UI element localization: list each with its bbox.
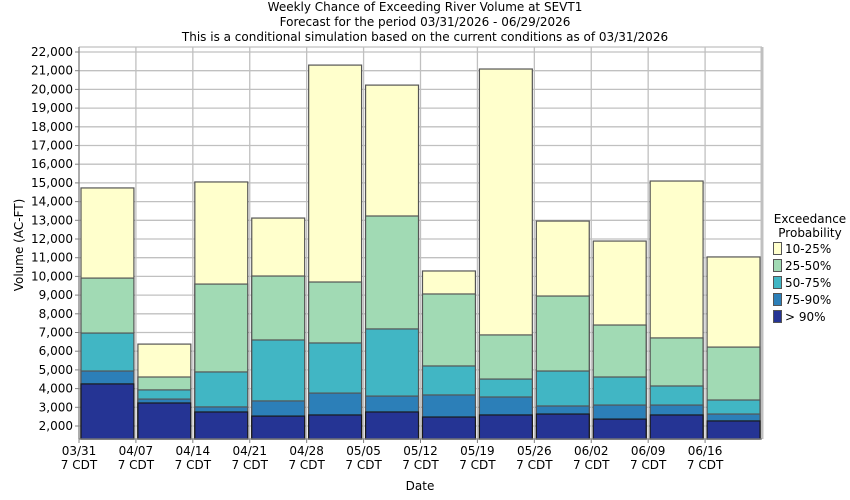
y-tick-label: 12,000 (31, 232, 73, 246)
legend-title-line2: Probability (778, 226, 842, 240)
y-tick-label: 11,000 (31, 251, 73, 265)
x-tick-sublabel: 7 CDT (516, 458, 553, 472)
y-tick-label: 5,000 (39, 363, 73, 377)
chart-title: Weekly Chance of Exceeding River Volume … (267, 0, 583, 14)
legend: Exceedance Probability 10-25% 25-50% 50-… (770, 212, 850, 325)
bar-segment-90 (706, 420, 761, 440)
legend-item-75-90: 75-90% (770, 291, 850, 308)
legend-label: 10-25% (785, 241, 832, 256)
x-tick-label: 04/14 (176, 444, 211, 458)
bar-segment-90 (308, 414, 363, 440)
bar-segment-90 (194, 411, 249, 440)
x-tick-label: 05/05 (346, 444, 381, 458)
legend-title-line1: Exceedance (773, 212, 847, 226)
x-tick-sublabel: 7 CDT (118, 458, 155, 472)
legend-swatch (773, 293, 782, 306)
axis-layer: 2,000 3,000 4,000 5,000 6,000 7,000 8,000 9,000… (31, 45, 762, 472)
x-tick-sublabel: 7 CDT (175, 458, 212, 472)
bar-segment-90 (421, 416, 477, 440)
x-tick-label: 05/26 (517, 444, 552, 458)
y-tick-label: 9,000 (39, 288, 73, 302)
chart-subtitle: Forecast for the period 03/31/2026 - 06/… (279, 15, 571, 29)
legend-label: 50-75% (785, 275, 832, 290)
bar-segment-90 (364, 411, 420, 440)
y-tick-label: 20,000 (31, 82, 73, 96)
chart-title-block: Weekly Chance of Exceeding River Volume … (0, 0, 850, 45)
grid-layer (79, 46, 764, 439)
x-tick-sublabel: 7 CDT (573, 458, 610, 472)
x-tick-label: 04/07 (119, 444, 154, 458)
bar-segment-90 (649, 414, 704, 440)
legend-item-10-25: 10-25% (770, 240, 850, 257)
x-tick-sublabel: 7 CDT (345, 458, 382, 472)
legend-swatch (773, 276, 782, 289)
x-tick-label: 04/21 (232, 444, 267, 458)
legend-label: 25-50% (785, 258, 832, 273)
y-tick-label: 3,000 (39, 400, 73, 414)
x-tick-label: 05/12 (403, 444, 438, 458)
x-tick-label: 06/09 (631, 444, 666, 458)
y-tick-label: 14,000 (31, 195, 73, 209)
legend-item-25-50: 25-50% (770, 257, 850, 274)
bar-segment-90 (137, 402, 192, 440)
x-tick-sublabel: 7 CDT (232, 458, 269, 472)
x-tick-sublabel: 7 CDT (402, 458, 439, 472)
bar-segment-90 (592, 418, 647, 440)
legend-item-50-75: 50-75% (770, 274, 850, 291)
x-tick-sublabel: 7 CDT (459, 458, 496, 472)
y-tick-label: 2,000 (39, 419, 73, 433)
x-tick-label: 06/16 (688, 444, 723, 458)
x-tick-label: 04/28 (289, 444, 324, 458)
x-tick-sublabel: 7 CDT (630, 458, 667, 472)
y-tick-label: 8,000 (39, 307, 73, 321)
bar-segment-90 (478, 414, 533, 440)
y-tick-label: 21,000 (31, 64, 73, 78)
x-tick-label: 05/19 (460, 444, 495, 458)
x-tick-label: 06/02 (574, 444, 609, 458)
bar-segment-90 (80, 383, 135, 440)
y-tick-label: 10,000 (31, 269, 73, 283)
x-tick-sublabel: 7 CDT (687, 458, 724, 472)
y-tick-label: 15,000 (31, 176, 73, 190)
y-tick-label: 18,000 (31, 120, 73, 134)
x-tick-label: 03/31 (62, 444, 97, 458)
x-axis-label: Date (406, 479, 435, 493)
y-tick-label: 22,000 (31, 45, 73, 59)
y-tick-label: 17,000 (31, 139, 73, 153)
legend-swatch (773, 310, 782, 323)
y-tick-label: 16,000 (31, 157, 73, 171)
chart-note: This is a conditional simulation based o… (181, 30, 669, 44)
y-tick-label: 13,000 (31, 213, 73, 227)
legend-label: > 90% (785, 309, 826, 324)
y-tick-label: 4,000 (39, 382, 73, 396)
legend-swatch (773, 242, 782, 255)
y-axis-label: Volume (AC-FT) (12, 199, 26, 292)
legend-item-gt-90: > 90% (770, 308, 850, 325)
legend-label: 75-90% (785, 292, 832, 307)
y-tick-label: 6,000 (39, 344, 73, 358)
x-tick-sublabel: 7 CDT (288, 458, 325, 472)
y-tick-label: 19,000 (31, 101, 73, 115)
y-tick-label: 7,000 (39, 326, 73, 340)
bar-segment-90 (251, 415, 306, 440)
bars-layer (80, 64, 761, 440)
bar-segment-90 (535, 413, 590, 440)
x-tick-sublabel: 7 CDT (61, 458, 98, 472)
legend-swatch (773, 259, 782, 272)
